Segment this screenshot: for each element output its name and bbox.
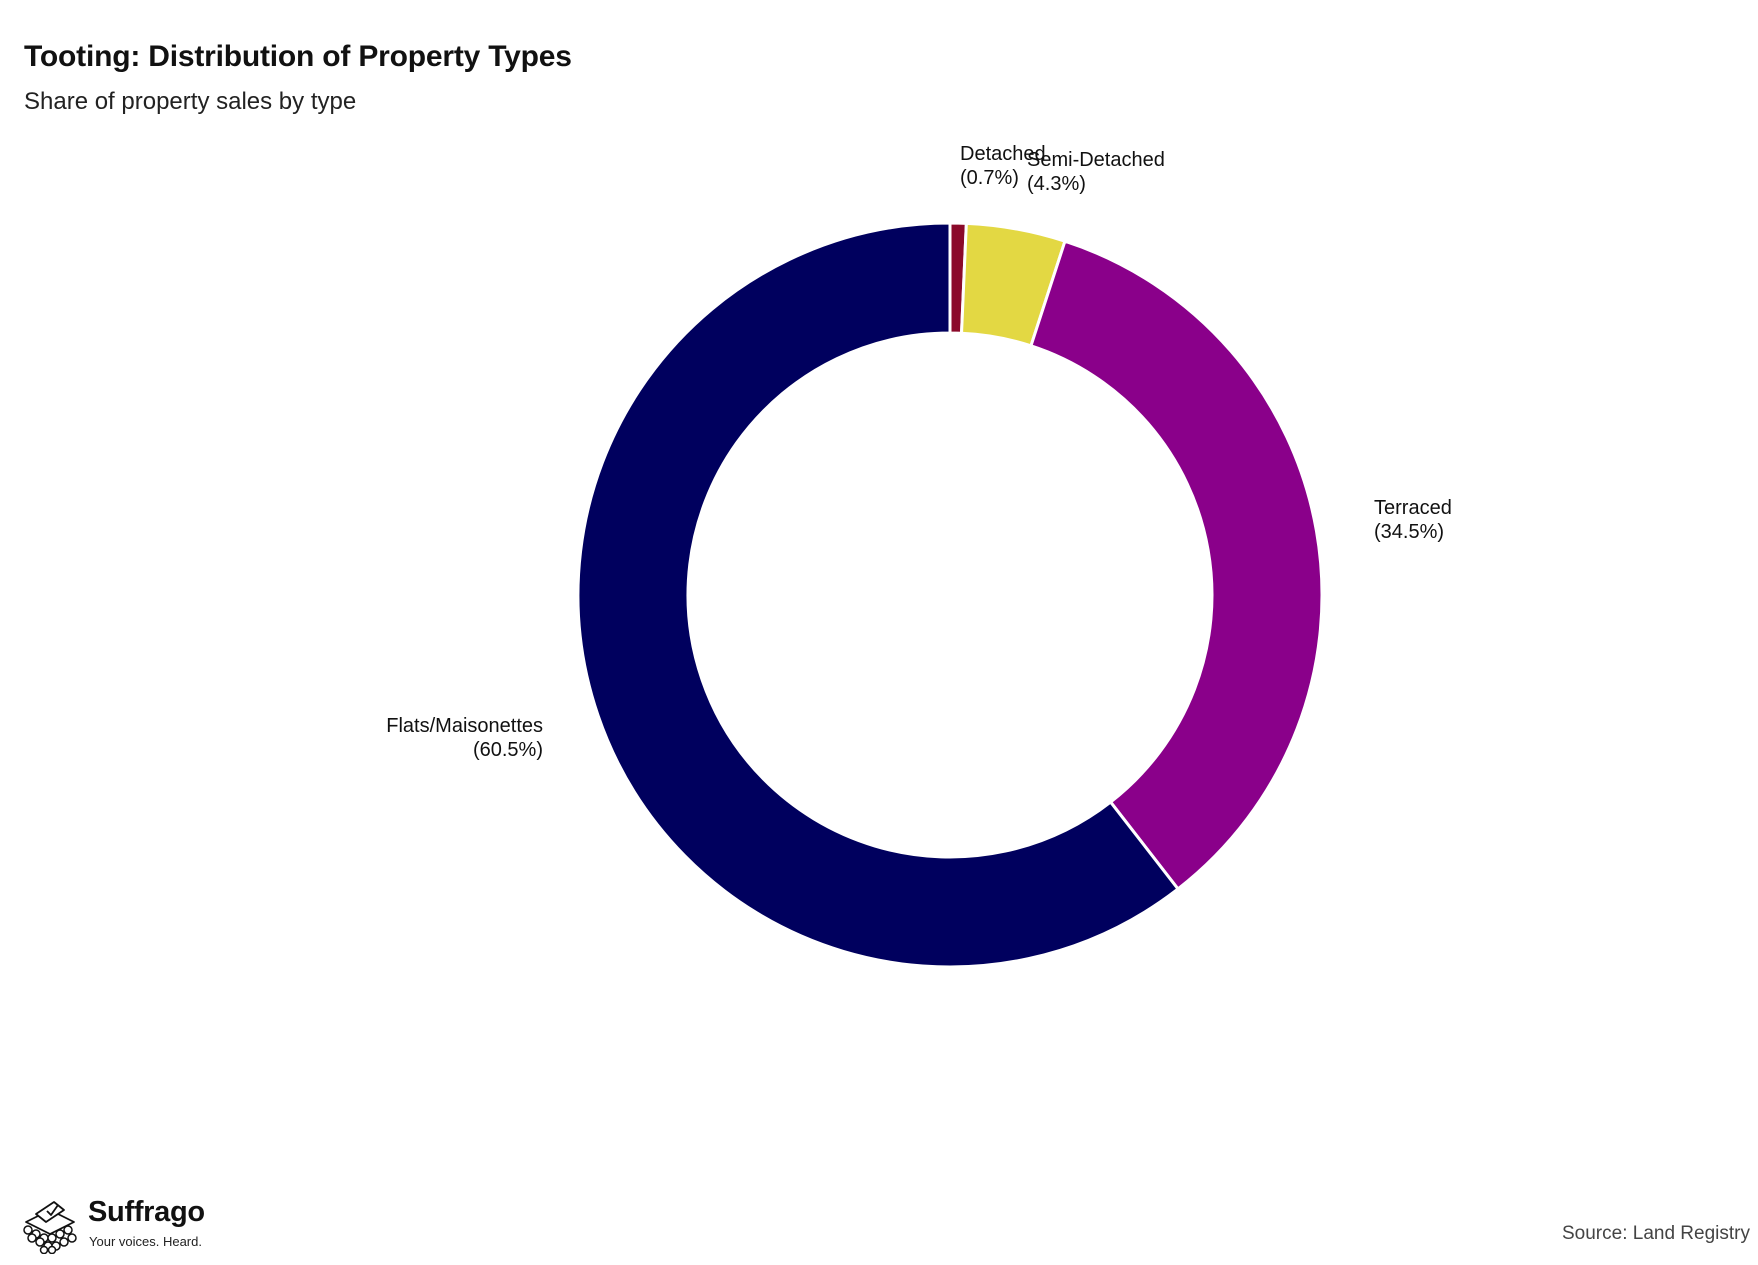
chart-subtitle: Share of property sales by type (24, 88, 357, 115)
slices-layer (576, 221, 1324, 969)
ballot-box-icon (23, 1201, 77, 1254)
slice-label-detached: Detached (0.7%) (960, 143, 1046, 189)
slice-label-semi-detached: Semi-Detached (4.3%) (1027, 149, 1165, 195)
brand-tagline: Your voices. Heard. (89, 1234, 202, 1249)
slice-terraced (1029, 239, 1324, 892)
slice-label-terraced: Terraced (34.5%) (1374, 497, 1452, 543)
brand-name: Suffrago (88, 1196, 205, 1228)
slice-label-flats-maisonettes: Flats/Maisonettes (60.5%) (386, 715, 543, 761)
chart-title: Tooting: Distribution of Property Types (24, 40, 572, 73)
source-note: Source: Land Registry (1562, 1223, 1750, 1244)
slice-flats-maisonettes (576, 221, 1181, 969)
suffrago-logo: Suffrago Your voices. Heard. (14, 1192, 205, 1254)
labels-layer: Detached (0.7%)Semi-Detached (4.3%) Terrace… (386, 143, 1452, 761)
